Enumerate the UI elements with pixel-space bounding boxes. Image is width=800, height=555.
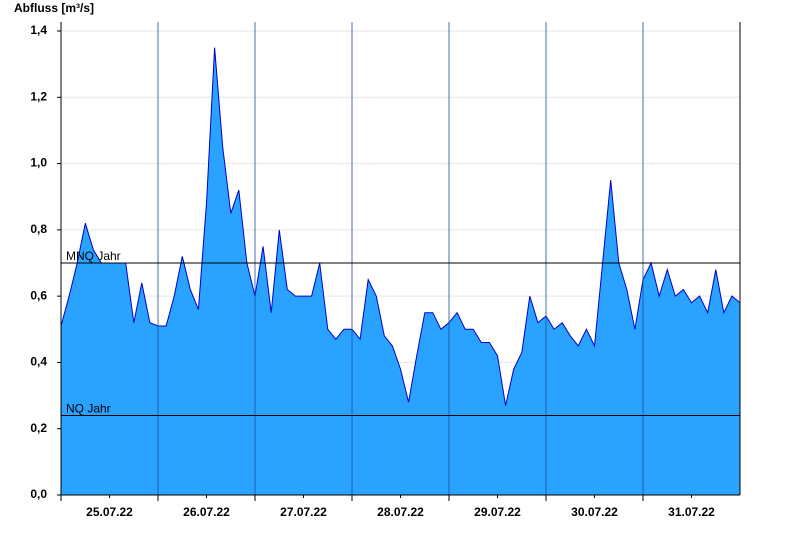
y-axis-label: Abfluss [m³/s]: [14, 1, 94, 15]
x-tick-label: 31.07.22: [668, 505, 715, 519]
reference-label: MNQ Jahr: [66, 249, 121, 263]
y-tick-label: 0,6: [30, 288, 47, 302]
y-tick-label: 1,2: [30, 89, 47, 103]
x-tick-label: 29.07.22: [474, 505, 521, 519]
area: [61, 47, 740, 495]
reference-label: NQ Jahr: [66, 402, 111, 416]
x-tick-label: 26.07.22: [183, 505, 230, 519]
x-tick-label: 28.07.22: [377, 505, 424, 519]
x-tick-label: 30.07.22: [571, 505, 618, 519]
y-tick-label: 1,4: [30, 23, 47, 37]
x-tick-label: 27.07.22: [280, 505, 327, 519]
y-tick-label: 1,0: [30, 156, 47, 170]
y-tick-label: 0,2: [30, 421, 47, 435]
x-tick-label: 25.07.22: [86, 505, 133, 519]
line: [60, 47, 741, 406]
y-tick-label: 0,0: [30, 487, 47, 501]
y-tick-label: 0,8: [30, 222, 47, 236]
y-tick-label: 0,4: [30, 355, 47, 369]
